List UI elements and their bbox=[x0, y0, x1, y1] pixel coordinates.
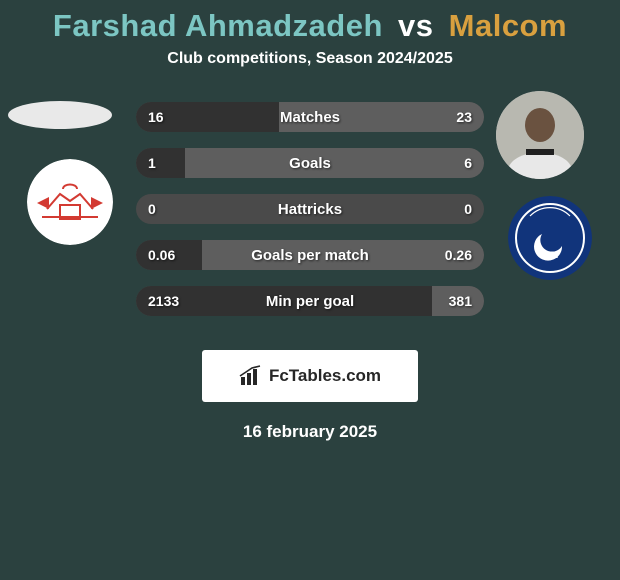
player-silhouette-icon bbox=[496, 91, 584, 179]
stat-label: Goals per match bbox=[136, 247, 484, 264]
stat-label: Matches bbox=[136, 109, 484, 126]
subtitle: Club competitions, Season 2024/2025 bbox=[0, 50, 620, 68]
comparison-title: Farshad Ahmadzadeh vs Malcom bbox=[0, 0, 620, 44]
stat-row: 0.060.26Goals per match bbox=[136, 240, 484, 270]
player1-club-badge bbox=[27, 159, 113, 245]
stat-row: 16Goals bbox=[136, 148, 484, 178]
stat-label: Min per goal bbox=[136, 293, 484, 310]
title-vs: vs bbox=[398, 8, 433, 43]
branding-box: FcTables.com bbox=[202, 350, 418, 402]
title-player2: Malcom bbox=[449, 8, 567, 43]
bars-chart-icon bbox=[239, 365, 265, 387]
title-player1: Farshad Ahmadzadeh bbox=[53, 8, 383, 43]
stat-row: 2133381Min per goal bbox=[136, 286, 484, 316]
stat-row: 00Hattricks bbox=[136, 194, 484, 224]
stat-label: Goals bbox=[136, 155, 484, 172]
branding-text: FcTables.com bbox=[269, 366, 381, 386]
player1-photo bbox=[8, 101, 112, 129]
player2-photo bbox=[496, 91, 584, 179]
svg-text:1957: 1957 bbox=[540, 250, 560, 260]
club-badge-persepolis-icon bbox=[27, 159, 113, 245]
comparison-container: 1957 1623Matches 16Goals 00Hattricks 0.060.… bbox=[0, 102, 620, 332]
date-line: 16 february 2025 bbox=[0, 422, 620, 442]
stat-bars: 1623Matches 16Goals 00Hattricks 0.060.26Goa… bbox=[136, 102, 484, 332]
club-badge-alhilal-icon: 1957 bbox=[508, 196, 592, 280]
stat-label: Hattricks bbox=[136, 201, 484, 218]
player2-club-badge: 1957 bbox=[508, 196, 592, 280]
stat-row: 1623Matches bbox=[136, 102, 484, 132]
